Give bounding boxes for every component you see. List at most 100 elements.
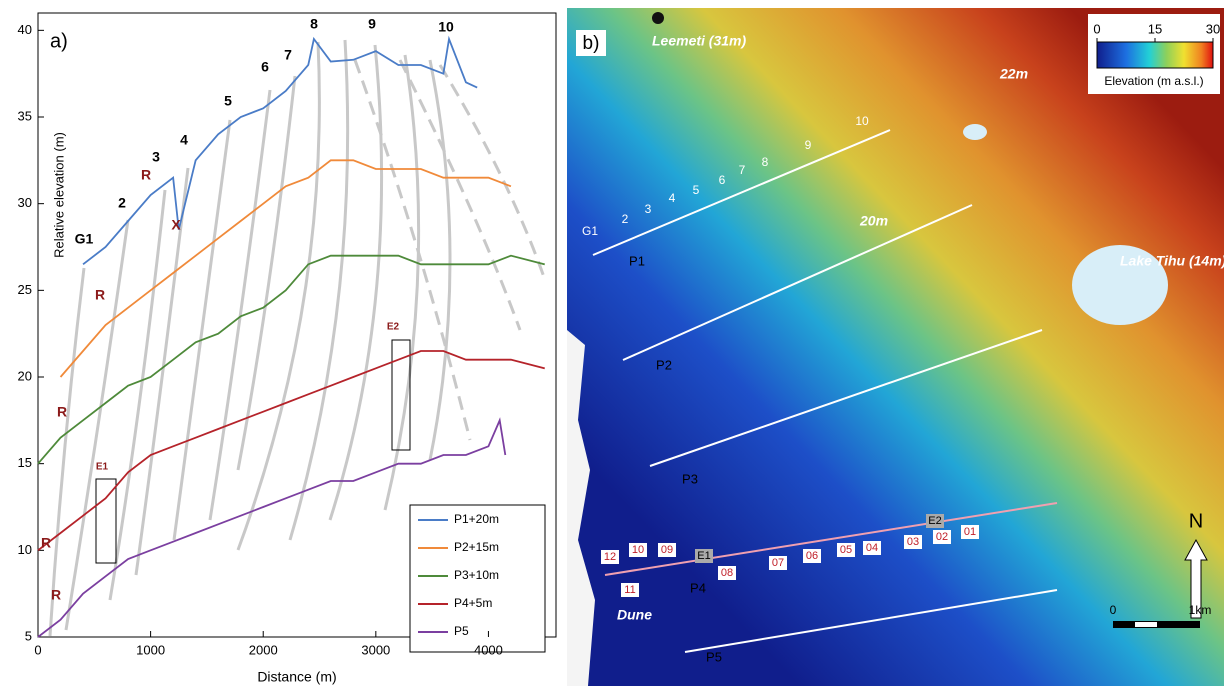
box-label-bg <box>926 514 944 528</box>
annotation: R <box>51 587 61 603</box>
sample-label: 09 <box>661 544 673 556</box>
y-tick-label: 30 <box>18 195 32 210</box>
series-line <box>37 350 545 552</box>
series-line <box>59 159 512 378</box>
annotation: X <box>171 217 181 233</box>
y-tick-label: 25 <box>18 282 32 297</box>
x-tick-label: 2000 <box>249 642 278 657</box>
sample-box <box>803 549 821 563</box>
profile-label: P2 <box>656 357 672 372</box>
sample-label: 08 <box>721 567 733 579</box>
colorbar-tick-label: 30 <box>1206 21 1220 36</box>
annotation: R <box>57 404 67 420</box>
place-label: 20m <box>859 213 888 229</box>
annotation: E2 <box>387 322 400 333</box>
y-tick-label: 15 <box>18 455 32 470</box>
ridge-label: 8 <box>762 155 769 169</box>
annotation: 10 <box>438 19 454 35</box>
panel-label-box <box>576 30 606 56</box>
village <box>652 12 664 24</box>
y-tick-label: 5 <box>25 628 32 643</box>
panel-label: a) <box>50 30 68 52</box>
y-tick-label: 40 <box>18 22 32 37</box>
scale-label: 1km <box>1189 603 1212 617</box>
annotation: 7 <box>284 47 292 63</box>
sample-label: 07 <box>772 557 784 569</box>
sample-box <box>904 535 922 549</box>
annotation: R <box>95 287 105 303</box>
sample-box <box>769 556 787 570</box>
sample-box <box>601 550 619 564</box>
sample-label: 05 <box>840 544 852 556</box>
sample-label: 12 <box>604 551 616 563</box>
colorbar-label: Elevation (m a.s.l.) <box>1104 74 1203 88</box>
annotation: 3 <box>152 149 160 165</box>
colorbar <box>1096 41 1214 69</box>
sample-box <box>933 530 951 544</box>
annotation: 2 <box>118 195 126 211</box>
ridge-label: 2 <box>622 212 629 226</box>
y-tick-label: 35 <box>18 108 32 123</box>
ridge-label: 4 <box>669 191 676 205</box>
series-line <box>37 254 545 465</box>
ridge-label: G1 <box>582 224 598 238</box>
elevation-map <box>567 8 1224 686</box>
sample-label: 01 <box>964 526 976 538</box>
x-tick-label: 0 <box>34 642 41 657</box>
ridge-label: 10 <box>855 114 869 128</box>
map-panel: b) Leemeti (31m) 22m 20m Lake Tihu (14m) Dune… <box>567 8 1224 686</box>
north-label: N <box>1189 510 1203 532</box>
annotation: G1 <box>75 231 94 247</box>
sample-label: 03 <box>907 536 919 548</box>
box-label-bg <box>695 549 713 563</box>
y-tick-label: 20 <box>18 368 32 383</box>
sample-label: 11 <box>624 584 635 596</box>
x-tick-label: 3000 <box>361 642 390 657</box>
legend-label: P4+5m <box>454 596 492 610</box>
scale-bar <box>1135 622 1157 627</box>
sample-box <box>621 583 639 597</box>
e2-box <box>391 339 411 451</box>
y-axis-label: Relative elevation (m) <box>51 132 66 258</box>
lake <box>1072 245 1168 325</box>
annotation: 9 <box>368 16 376 32</box>
sample-box <box>718 566 736 580</box>
annotation: 6 <box>261 59 269 75</box>
profile-label: P4 <box>690 580 706 595</box>
ridge-label: 9 <box>805 138 812 152</box>
sea <box>567 330 595 686</box>
ridge-label: 5 <box>693 183 700 197</box>
annotation: 5 <box>224 93 232 109</box>
chart-panel: 0 1000 2000 3000 4000510152025303540Distance… <box>18 12 557 685</box>
colorbar-tick-label: 15 <box>1148 21 1162 36</box>
profiles <box>592 129 1058 653</box>
annotation: 8 <box>310 16 318 32</box>
sample-box <box>863 541 881 555</box>
north-arrow <box>1184 538 1208 619</box>
sample-box <box>961 525 979 539</box>
x-tick-label: 4000 <box>474 642 503 657</box>
x-tick-label: 1000 <box>136 642 165 657</box>
legend-label: P5 <box>454 624 469 638</box>
annotation: R <box>41 535 51 551</box>
profile-label: P3 <box>682 471 698 486</box>
colorbar-tick-label: 0 <box>1093 21 1100 36</box>
y-tick-label: 10 <box>18 542 32 557</box>
series-line <box>82 35 478 266</box>
profile-label: P1 <box>629 253 645 268</box>
profile-label: P5 <box>706 649 722 664</box>
place-label: Leemeti (31m) <box>652 33 746 49</box>
box-label: E1 <box>697 550 710 562</box>
box-label: E2 <box>928 515 941 527</box>
legend <box>409 504 546 653</box>
ridge-label: 3 <box>645 202 652 216</box>
place-label: Lake Tihu (14m) <box>1120 253 1224 269</box>
legend-label: P1+20m <box>454 512 499 526</box>
scale-label: 0 <box>1110 603 1117 617</box>
annotation: 4 <box>180 132 188 148</box>
sample-label: 02 <box>936 531 948 543</box>
ridge-label: 7 <box>739 163 746 177</box>
ridge-label: 6 <box>719 173 726 187</box>
